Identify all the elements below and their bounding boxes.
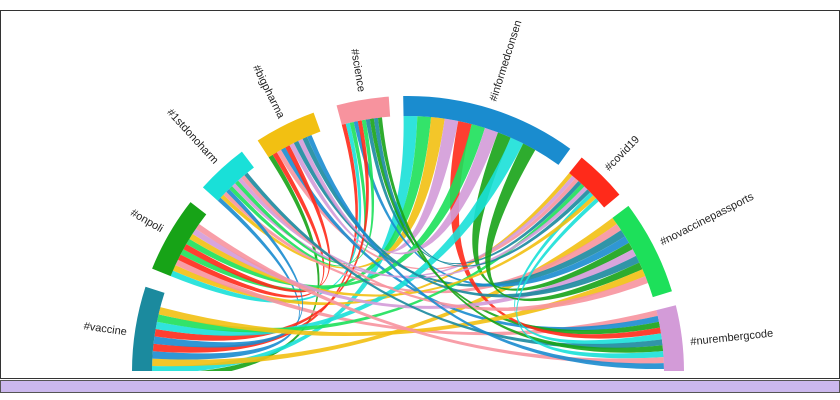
group-arc [569, 157, 620, 208]
bottom-bar [0, 380, 840, 393]
ribbon [298, 127, 499, 255]
ribbon [276, 149, 579, 270]
ribbon [306, 134, 664, 370]
group-arc [202, 151, 254, 201]
group-arc [257, 112, 321, 158]
group-arc [612, 205, 672, 298]
group-arc [336, 96, 391, 125]
group-arc [403, 96, 571, 165]
group-arc [656, 305, 684, 371]
group-label: #vaccine [83, 320, 128, 338]
group-arc [132, 286, 165, 371]
ribbon [195, 223, 664, 364]
chord-diagram [132, 96, 684, 371]
group-arc [152, 202, 207, 277]
ribbon [152, 217, 617, 367]
